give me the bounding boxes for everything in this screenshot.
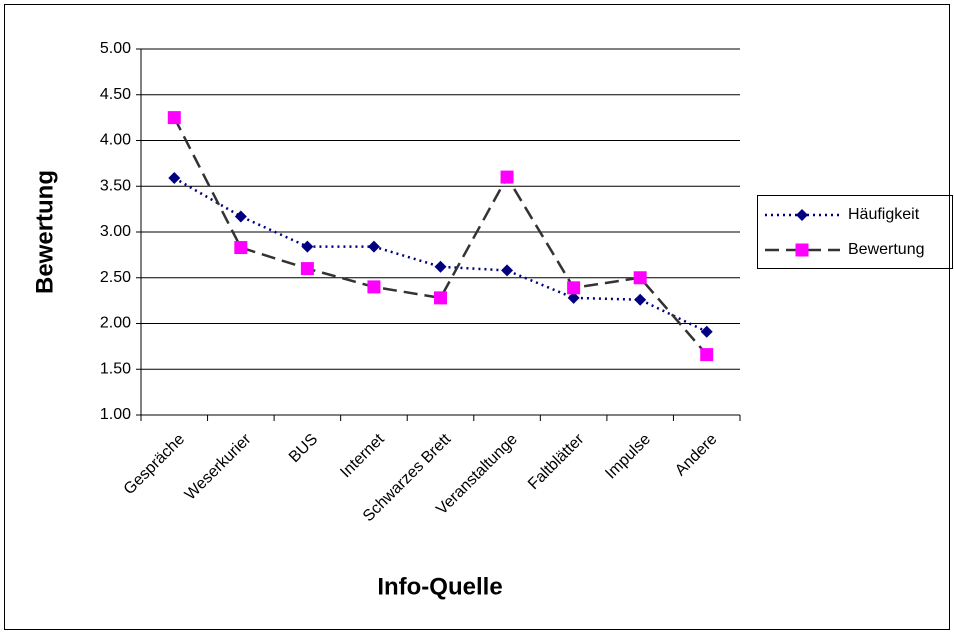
y-axis-title: Bewertung xyxy=(31,170,58,294)
x-axis-title: Info-Quelle xyxy=(377,573,502,600)
legend-label: Häufigkeit xyxy=(848,206,920,223)
y-tick-label: 5.00 xyxy=(100,40,131,57)
series-line xyxy=(173,117,708,356)
marker xyxy=(300,262,314,276)
y-tick-label: 3.50 xyxy=(100,177,131,194)
marker xyxy=(234,241,248,255)
marker xyxy=(434,291,447,305)
marker xyxy=(633,271,647,285)
marker xyxy=(168,172,181,185)
series-line xyxy=(173,176,708,333)
y-tick-label: 3.00 xyxy=(100,223,131,240)
y-tick-label: 2.50 xyxy=(100,269,131,286)
y-tick-label: 4.50 xyxy=(100,86,131,103)
marker xyxy=(367,280,381,294)
legend-label: Bewertung xyxy=(848,241,925,258)
marker xyxy=(634,293,647,306)
y-tick-label: 2.00 xyxy=(100,315,131,332)
marker xyxy=(167,111,181,125)
marker xyxy=(796,209,808,221)
marker xyxy=(367,240,380,253)
marker xyxy=(234,210,247,223)
marker xyxy=(500,170,514,184)
legend-box xyxy=(757,195,953,269)
marker xyxy=(795,243,809,257)
marker xyxy=(301,240,314,253)
y-tick-label: 1.50 xyxy=(100,360,131,377)
y-tick-label: 1.00 xyxy=(100,406,131,423)
chart-border xyxy=(4,4,950,630)
marker xyxy=(501,264,514,277)
y-tick-label: 4.00 xyxy=(100,132,131,149)
marker xyxy=(700,325,713,338)
marker xyxy=(567,291,580,304)
marker xyxy=(700,348,714,362)
marker xyxy=(434,260,447,273)
marker xyxy=(567,281,581,295)
